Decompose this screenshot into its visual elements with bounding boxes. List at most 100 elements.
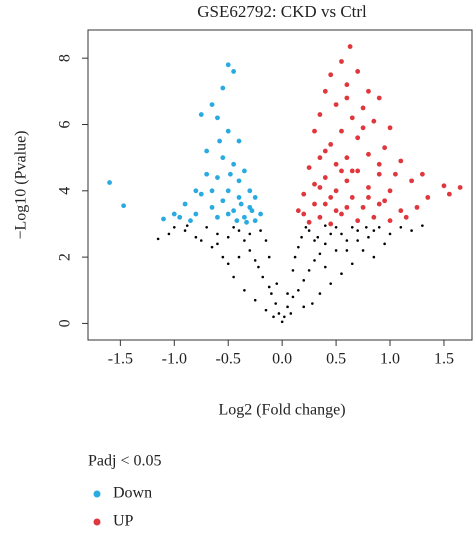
point: [204, 171, 210, 177]
point: [209, 188, 215, 194]
point: [107, 180, 112, 185]
legend-title: Padj < 0.05: [88, 453, 161, 470]
point: [167, 232, 171, 236]
point: [347, 44, 353, 49]
point: [383, 242, 386, 246]
point: [419, 171, 425, 177]
point: [238, 201, 244, 207]
point: [376, 171, 382, 177]
point: [226, 262, 230, 266]
point: [324, 265, 327, 269]
point: [231, 161, 237, 167]
point: [275, 282, 279, 285]
point: [183, 229, 187, 232]
point: [209, 102, 215, 107]
point: [344, 155, 350, 161]
point: [307, 229, 311, 232]
point: [199, 239, 203, 242]
point: [291, 295, 295, 299]
point: [286, 292, 289, 295]
point: [398, 208, 404, 214]
point: [172, 225, 176, 229]
point: [220, 85, 226, 91]
point: [216, 242, 219, 246]
point: [317, 185, 323, 190]
point: [236, 178, 242, 184]
point: [355, 69, 361, 74]
point: [377, 225, 381, 229]
point: [355, 218, 361, 224]
point: [215, 214, 220, 220]
point: [382, 145, 388, 151]
point: [349, 168, 355, 174]
plot-frame: [87, 29, 473, 341]
point: [193, 211, 199, 217]
point: [446, 191, 452, 197]
point: [334, 225, 338, 229]
chart-title: GSE62792: CKD vs Ctrl: [197, 2, 367, 21]
point: [350, 225, 354, 229]
point: [253, 259, 257, 262]
point: [280, 320, 284, 324]
point: [372, 255, 376, 259]
point: [344, 95, 350, 101]
point: [304, 225, 308, 229]
point: [339, 211, 344, 217]
point: [291, 269, 295, 272]
point: [366, 88, 371, 94]
point: [270, 292, 273, 295]
point: [345, 249, 349, 252]
point: [252, 195, 258, 200]
point: [236, 138, 242, 144]
point: [225, 211, 231, 217]
point: [312, 128, 317, 134]
point: [317, 155, 323, 161]
legend-label: UP: [113, 513, 134, 530]
point: [344, 82, 350, 88]
point: [382, 198, 388, 204]
point: [457, 185, 463, 190]
point: [425, 195, 431, 200]
point: [333, 161, 339, 167]
point: [182, 201, 188, 207]
point: [259, 229, 262, 232]
point: [312, 201, 317, 207]
point: [264, 239, 268, 242]
point: [361, 249, 365, 252]
point: [360, 105, 366, 111]
point: [366, 185, 371, 190]
point: [234, 218, 240, 224]
point: [231, 69, 237, 74]
point: [311, 302, 314, 305]
point: [242, 168, 247, 174]
y-tick-label: 6: [57, 120, 74, 128]
legend-swatch: [93, 518, 101, 526]
point: [301, 191, 307, 197]
point: [216, 232, 219, 236]
point: [333, 102, 339, 107]
point: [410, 229, 413, 232]
point: [328, 72, 334, 78]
point: [344, 178, 350, 184]
point: [318, 292, 322, 295]
point: [387, 188, 393, 194]
point: [283, 315, 286, 319]
point: [339, 59, 344, 64]
point: [217, 138, 222, 144]
point: [198, 191, 204, 197]
point: [340, 272, 343, 275]
point: [267, 255, 271, 259]
point: [171, 211, 177, 217]
point: [301, 211, 307, 217]
point: [339, 168, 344, 174]
point: [376, 201, 382, 207]
point: [244, 219, 249, 225]
point: [220, 198, 226, 204]
point: [232, 225, 235, 229]
point: [399, 225, 403, 229]
point: [349, 115, 355, 121]
point: [161, 216, 166, 222]
x-tick-label: 0.0: [272, 351, 292, 368]
point: [236, 195, 242, 200]
point: [225, 62, 231, 68]
